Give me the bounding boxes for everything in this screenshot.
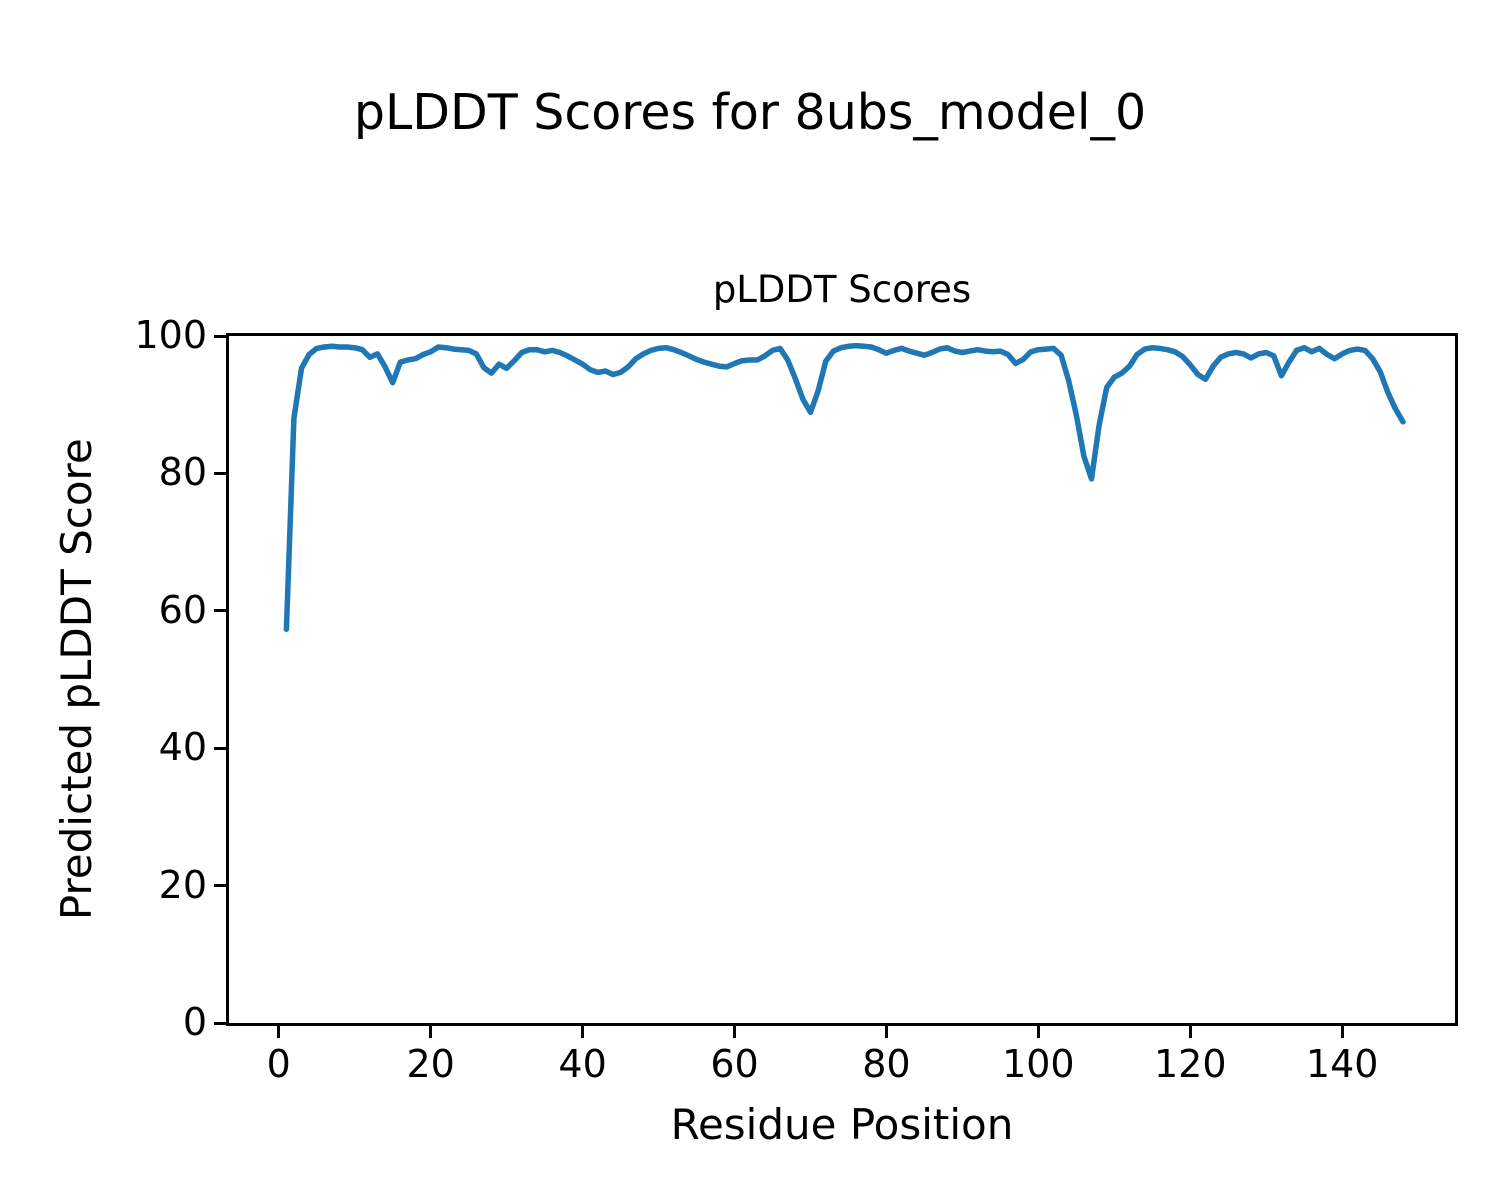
plddt-line — [283, 342, 1406, 633]
y-tick-label: 40 — [158, 725, 207, 770]
x-tick-mark — [733, 1026, 737, 1038]
x-tick-label: 60 — [710, 1042, 759, 1086]
x-tick-mark — [1340, 1026, 1344, 1038]
plddt-line-chart — [283, 342, 1406, 633]
y-tick-mark — [214, 334, 226, 338]
x-tick-label: 80 — [862, 1042, 911, 1086]
y-tick-label: 80 — [158, 450, 207, 495]
x-tick-mark — [429, 1026, 433, 1038]
x-tick-mark — [277, 1026, 281, 1038]
x-tick-label: 140 — [1305, 1042, 1379, 1086]
x-axis-label: Residue Position — [670, 1100, 1014, 1149]
axes-title: pLDDT Scores — [712, 268, 972, 311]
plot-area — [226, 333, 1458, 1026]
y-tick-mark — [214, 884, 226, 888]
y-tick-label: 100 — [134, 313, 207, 357]
x-tick-mark — [1036, 1026, 1040, 1038]
x-tick-mark — [581, 1026, 585, 1038]
x-tick-label: 20 — [406, 1042, 455, 1086]
x-tick-label: 0 — [266, 1042, 291, 1086]
y-tick-label: 20 — [158, 862, 207, 907]
y-tick-mark — [214, 746, 226, 750]
x-tick-label: 100 — [1002, 1042, 1075, 1086]
y-axis-label: Predicted pLDDT Score — [51, 438, 101, 921]
y-tick-mark — [214, 609, 226, 613]
figure-title: pLDDT Scores for 8ubs_model_0 — [353, 84, 1147, 141]
x-tick-mark — [884, 1026, 888, 1038]
x-tick-label: 40 — [558, 1042, 607, 1086]
x-tick-mark — [1188, 1026, 1192, 1038]
y-tick-mark — [214, 1021, 226, 1025]
x-tick-label: 120 — [1154, 1042, 1227, 1086]
y-tick-mark — [214, 471, 226, 475]
y-tick-label: 0 — [182, 1000, 207, 1044]
y-tick-label: 60 — [158, 587, 207, 632]
